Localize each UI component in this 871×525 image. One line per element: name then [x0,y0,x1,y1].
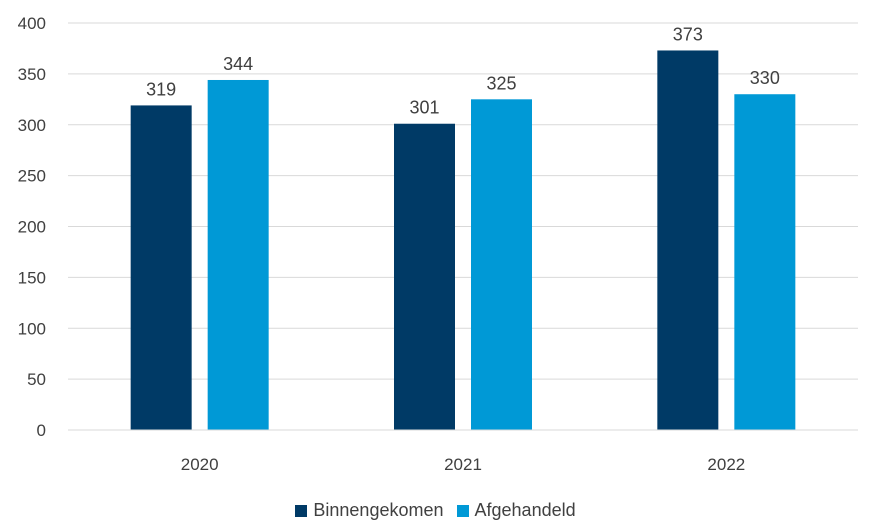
legend-swatch-afgehandeld [456,504,469,517]
data-label: 373 [673,24,703,44]
legend-label-binnengekomen: Binnengekomen [313,500,444,520]
y-tick-label: 200 [18,218,46,237]
bar-afgehandeld-2022 [734,94,796,430]
x-tick-label: 2020 [181,455,219,474]
data-label: 325 [486,73,516,93]
legend-item-binnengekomen: Binnengekomen [295,500,444,521]
x-axis: 2020 2021 2022 [68,429,858,474]
legend-item-afgehandeld: Afgehandeld [456,500,576,521]
legend: Binnengekomen Afgehandeld [0,500,871,522]
data-label: 301 [409,98,439,118]
data-label: 319 [146,79,176,99]
y-tick-label: 50 [27,370,46,389]
legend-swatch-binnengekomen [295,504,308,517]
y-tick-label: 300 [18,116,46,135]
gridlines [68,22,858,431]
y-tick-label: 150 [18,268,46,287]
bar-afgehandeld-2020 [207,79,269,430]
data-label: 344 [223,54,253,74]
y-tick-label: 350 [18,65,46,84]
x-tick-label: 2021 [444,455,482,474]
bar-binnengekomen-2022 [657,50,719,430]
legend-label-afgehandeld: Afgehandeld [474,500,576,520]
y-tick-label: 0 [37,421,46,440]
data-label: 330 [750,68,780,88]
y-tick-label: 400 [18,14,46,33]
y-tick-label: 100 [18,319,46,338]
bar-afgehandeld-2021 [471,99,532,430]
x-tick-label: 2022 [707,455,745,474]
y-axis: 0 50 100 150 200 250 300 350 400 [18,14,46,440]
bars: 319 344 301 325 373 330 [130,24,796,431]
bar-binnengekomen-2021 [394,123,455,431]
y-tick-label: 250 [18,167,46,186]
bar-binnengekomen-2020 [130,105,192,430]
